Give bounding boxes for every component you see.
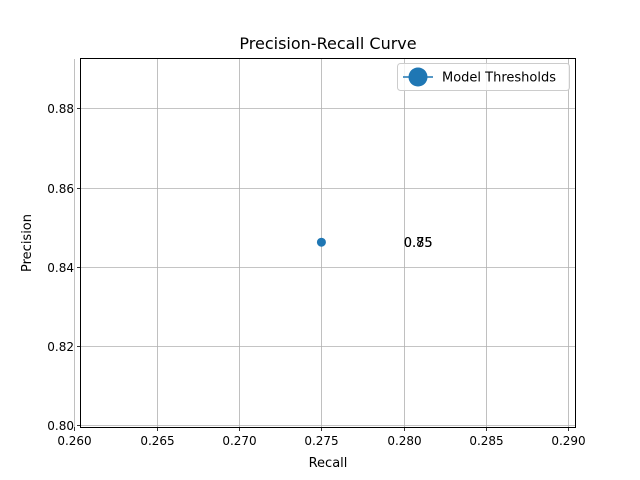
legend-marker: [408, 67, 428, 87]
legend-box: [397, 63, 570, 91]
x-axis-label: Recall: [309, 456, 348, 471]
threshold-annotation: 0.75: [404, 236, 433, 251]
x-tick-label: 0.270: [222, 434, 256, 448]
chart-title: Precision-Recall Curve: [239, 34, 416, 53]
y-axis-label: Precision: [20, 214, 35, 272]
y-tick-label: 0.88: [47, 102, 74, 116]
x-tick-label: 0.290: [551, 434, 585, 448]
x-tick-label: 0.280: [387, 434, 421, 448]
plot-frame: [80, 58, 576, 428]
x-tick-label: 0.285: [469, 434, 503, 448]
y-axis-ticks: 0.80 0.82 0.84 0.86 0.88: [47, 102, 81, 433]
x-tick-label: 0.275: [304, 434, 338, 448]
legend: Model Thresholds: [397, 63, 570, 91]
series-layer: [316, 237, 326, 247]
x-axis-ticks: 0.260 0.265 0.270 0.275 0.280 0.285 0.290: [57, 427, 586, 448]
y-tick-label: 0.86: [47, 182, 74, 196]
y-tick-label: 0.84: [47, 261, 74, 275]
annotation-layer: 0.850.75: [404, 236, 433, 251]
x-tick-label: 0.265: [140, 434, 174, 448]
grid-lines: [74, 59, 575, 427]
legend-label: Model Thresholds: [442, 71, 556, 86]
data-point: [316, 237, 326, 247]
x-tick-label: 0.260: [57, 434, 91, 448]
y-tick-label: 0.80: [47, 419, 74, 433]
y-tick-label: 0.82: [47, 340, 74, 354]
threshold-annotation: 0.85: [404, 236, 433, 251]
